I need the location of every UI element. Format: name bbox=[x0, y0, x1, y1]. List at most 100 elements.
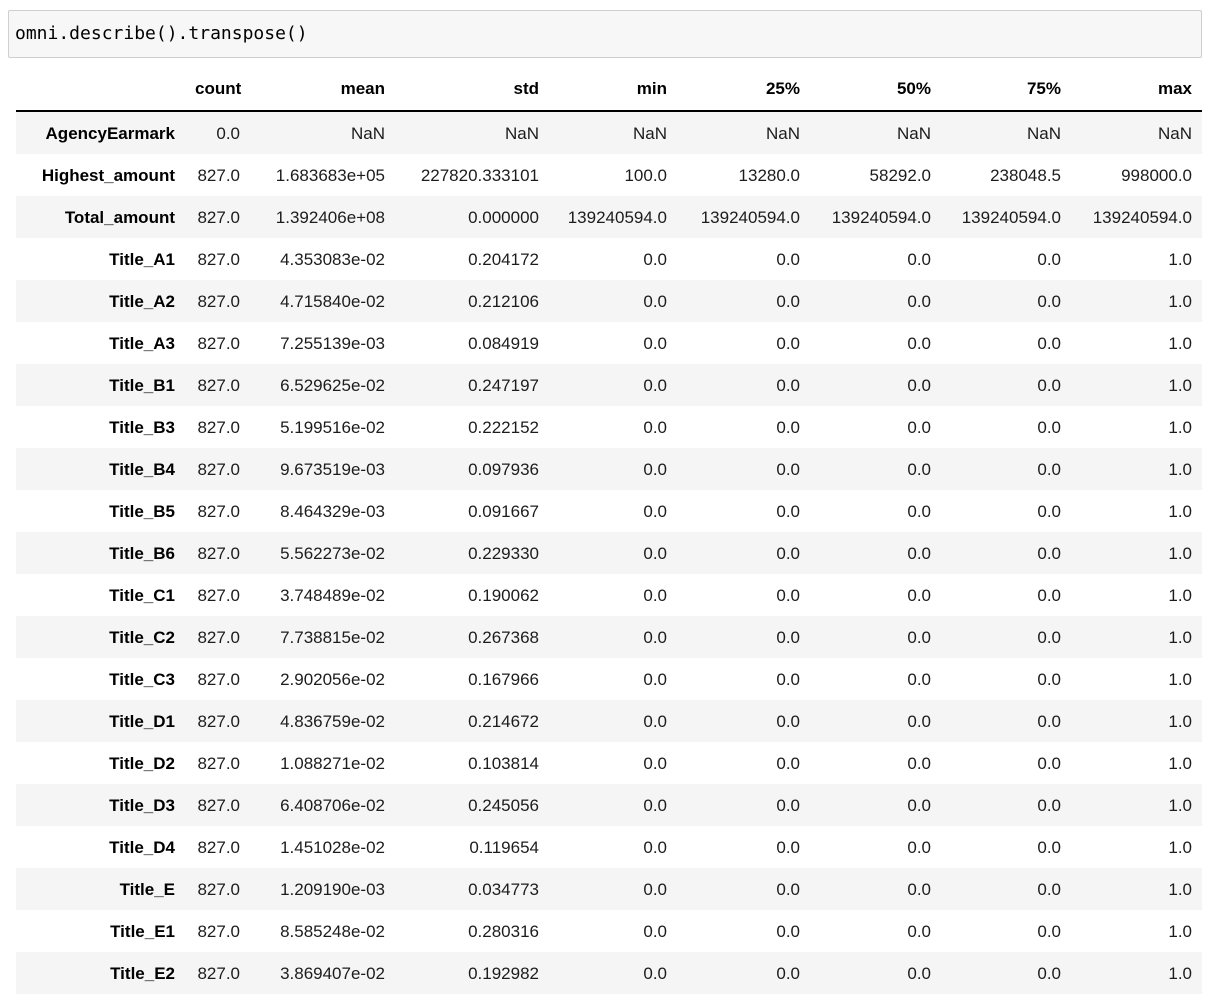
table-cell: 1.0 bbox=[1168, 669, 1192, 689]
table-cell: 1.0 bbox=[1168, 585, 1192, 605]
column-header-max: max bbox=[1071, 67, 1202, 112]
table-cell: 5.199516e-02 bbox=[280, 417, 385, 437]
table-cell: 0.0 bbox=[776, 921, 800, 941]
table-cell: 0.0 bbox=[643, 795, 667, 815]
table-cell: 1.0 bbox=[1168, 543, 1192, 563]
table-cell: 1.0 bbox=[1168, 627, 1192, 647]
table-cell: 0.0 bbox=[776, 333, 800, 353]
row-label: Title_C2 bbox=[109, 627, 175, 647]
table-cell: 0.0 bbox=[776, 417, 800, 437]
table-cell: 1.088271e-02 bbox=[280, 753, 385, 773]
table-cell: 1.0 bbox=[1168, 753, 1192, 773]
table-cell: 827.0 bbox=[197, 291, 240, 311]
table-cell: 827.0 bbox=[197, 921, 240, 941]
table-cell: 0.0 bbox=[907, 753, 931, 773]
table-cell: 0.0 bbox=[1037, 753, 1061, 773]
table-cell: 0.0 bbox=[643, 459, 667, 479]
row-label: Title_C3 bbox=[109, 669, 175, 689]
table-cell: 827.0 bbox=[197, 501, 240, 521]
table-cell: 0.0 bbox=[643, 375, 667, 395]
row-label: AgencyEarmark bbox=[45, 123, 175, 143]
table-row: Title_D2 827.0 1.088271e-02 0.103814 0.0 0.0 0… bbox=[16, 742, 1202, 784]
table-cell: 0.0 bbox=[643, 627, 667, 647]
table-cell: 827.0 bbox=[197, 543, 240, 563]
table-cell: 2.902056e-02 bbox=[280, 669, 385, 689]
table-cell: 0.0 bbox=[643, 501, 667, 521]
table-cell: 139240594.0 bbox=[567, 207, 667, 227]
table-cell: 1.0 bbox=[1168, 711, 1192, 731]
table-cell: 0.167966 bbox=[468, 669, 539, 689]
table-cell: 1.683683e+05 bbox=[275, 165, 385, 185]
table-cell: 1.0 bbox=[1168, 921, 1192, 941]
table-row: Total_amount 827.0 1.392406e+08 0.000000 139… bbox=[16, 196, 1202, 238]
row-label: Title_B3 bbox=[109, 417, 175, 437]
table-cell: 0.0 bbox=[776, 879, 800, 899]
table-cell: 0.084919 bbox=[468, 333, 539, 353]
table-cell: 0.0 bbox=[643, 879, 667, 899]
table-row: Title_B6 827.0 5.562273e-02 0.229330 0.0 0.0 0… bbox=[16, 532, 1202, 574]
table-cell: 5.562273e-02 bbox=[280, 543, 385, 563]
table-row: Title_B3 827.0 5.199516e-02 0.222152 0.0 0.0 0… bbox=[16, 406, 1202, 448]
header-row: count mean std min 25% 50% 75% max bbox=[16, 67, 1202, 112]
column-header-std: std bbox=[395, 67, 549, 112]
table-cell: 0.222152 bbox=[468, 417, 539, 437]
table-cell: 827.0 bbox=[197, 417, 240, 437]
table-cell: 238048.5 bbox=[990, 165, 1061, 185]
column-header-mean: mean bbox=[250, 67, 395, 112]
code-cell-input[interactable]: omni.describe().transpose() bbox=[8, 10, 1202, 58]
table-cell: 0.103814 bbox=[468, 753, 539, 773]
table-cell: 0.0 bbox=[907, 921, 931, 941]
table-cell: 0.0 bbox=[776, 795, 800, 815]
table-cell: 8.585248e-02 bbox=[280, 921, 385, 941]
table-cell: 0.0 bbox=[907, 711, 931, 731]
table-cell: 1.0 bbox=[1168, 459, 1192, 479]
table-cell: 0.0 bbox=[643, 669, 667, 689]
table-cell: 1.0 bbox=[1168, 249, 1192, 269]
table-cell: 0.0 bbox=[643, 249, 667, 269]
table-row: Title_D3 827.0 6.408706e-02 0.245056 0.0 0.0 0… bbox=[16, 784, 1202, 826]
table-cell: 0.0 bbox=[216, 123, 240, 143]
table-row: Title_E2 827.0 3.869407e-02 0.192982 0.0 0.0 0… bbox=[16, 952, 1202, 994]
table-cell: 827.0 bbox=[197, 711, 240, 731]
table-cell: 0.0 bbox=[643, 921, 667, 941]
row-label: Title_E2 bbox=[110, 963, 175, 983]
table-cell: 0.0 bbox=[776, 375, 800, 395]
table-row: Title_B5 827.0 8.464329e-03 0.091667 0.0 0.0 0… bbox=[16, 490, 1202, 532]
row-label: Title_B5 bbox=[109, 501, 175, 521]
table-cell: 9.673519e-03 bbox=[280, 459, 385, 479]
table-cell: 0.0 bbox=[1037, 921, 1061, 941]
table-cell: 0.0 bbox=[776, 753, 800, 773]
table-row: AgencyEarmark 0.0 NaN NaN NaN NaN NaN NaN NaN bbox=[16, 111, 1202, 154]
table-cell: 139240594.0 bbox=[831, 207, 931, 227]
table-cell: 0.245056 bbox=[468, 795, 539, 815]
table-cell: 0.0 bbox=[1037, 963, 1061, 983]
row-label: Title_A3 bbox=[109, 333, 175, 353]
table-cell: 827.0 bbox=[197, 375, 240, 395]
column-header-75pct: 75% bbox=[941, 67, 1071, 112]
table-cell: 0.0 bbox=[907, 375, 931, 395]
row-label: Title_A2 bbox=[109, 291, 175, 311]
table-cell: 0.0 bbox=[1037, 501, 1061, 521]
table-row: Title_B4 827.0 9.673519e-03 0.097936 0.0 0.0 0… bbox=[16, 448, 1202, 490]
table-cell: 827.0 bbox=[197, 585, 240, 605]
table-cell: 1.0 bbox=[1168, 963, 1192, 983]
row-label: Title_C1 bbox=[109, 585, 175, 605]
row-label: Title_D4 bbox=[109, 837, 175, 857]
column-header-25pct: 25% bbox=[677, 67, 810, 112]
table-cell: 827.0 bbox=[197, 795, 240, 815]
table-cell: 4.836759e-02 bbox=[280, 711, 385, 731]
table-cell: 0.0 bbox=[776, 543, 800, 563]
table-cell: 100.0 bbox=[624, 165, 667, 185]
table-row: Title_E1 827.0 8.585248e-02 0.280316 0.0 0.0 0… bbox=[16, 910, 1202, 952]
table-cell: 6.408706e-02 bbox=[280, 795, 385, 815]
table-cell: 0.0 bbox=[1037, 375, 1061, 395]
row-label: Title_E bbox=[119, 879, 175, 899]
table-cell: 0.0 bbox=[907, 669, 931, 689]
table-cell: 0.097936 bbox=[468, 459, 539, 479]
table-cell: 1.0 bbox=[1168, 333, 1192, 353]
table-cell: 4.715840e-02 bbox=[280, 291, 385, 311]
table-cell: 0.000000 bbox=[468, 207, 539, 227]
table-cell: 0.0 bbox=[1037, 333, 1061, 353]
table-cell: 0.0 bbox=[1037, 669, 1061, 689]
table-cell: NaN bbox=[765, 123, 800, 143]
